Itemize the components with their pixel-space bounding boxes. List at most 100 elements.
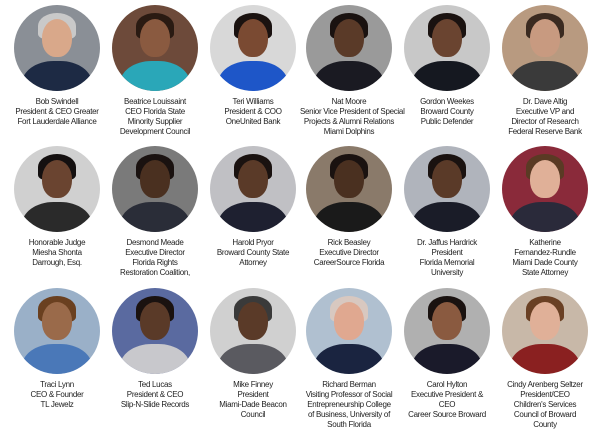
speaker-photo	[112, 5, 198, 91]
speaker-title-line: University	[430, 268, 464, 277]
speaker-name: Carol Hylton	[426, 380, 468, 389]
speaker-title-line: Executive Director	[125, 248, 185, 257]
speaker-name: Beatrice Louissaint	[124, 97, 186, 106]
speaker-title-line: Council	[240, 410, 266, 419]
speaker-card: Cindy Arenberg Seltzer President/CEO Child…	[496, 288, 594, 430]
speaker-name: Mike Finney	[233, 380, 273, 389]
speaker-photo	[14, 288, 100, 374]
speaker-title-line: Florida Memorial	[419, 258, 475, 267]
speaker-card: Nat Moore Senior Vice President of Specia…	[300, 5, 405, 137]
speaker-title-line: President & CEO Greater	[15, 107, 99, 116]
speaker-title-line: CEO & Founder	[30, 390, 84, 399]
speaker-name: Cindy Arenberg Seltzer	[507, 380, 583, 389]
speaker-title-line: Miami-Dade Beacon	[219, 400, 287, 409]
speaker-name: Nat Moore	[331, 97, 367, 106]
speaker-card: Gordon Weekes Broward County Public Defend…	[398, 5, 496, 127]
speaker-name: Traci Lynn	[40, 380, 74, 389]
speaker-title-line: Public Defender	[420, 117, 474, 126]
speaker-name: Desmond Meade	[126, 238, 184, 247]
speaker-title-line: Slip-N-Slide Records	[120, 400, 190, 409]
speaker-title-line: Broward County	[420, 107, 474, 116]
speaker-name: Rick Beasley	[327, 238, 371, 247]
speaker-title-line: Senior Vice President of Special	[300, 107, 405, 116]
speaker-name: Katherine	[529, 238, 561, 247]
speaker-caption: Teri Williams President & COO OneUnited Ba…	[204, 97, 302, 127]
speaker-title-line: CEO Florida State	[125, 107, 185, 116]
speaker-name: Ted Lucas	[138, 380, 172, 389]
speaker-card: Bob Swindell President & CEO Greater Fort …	[8, 5, 106, 127]
speaker-title-line: Development Council	[119, 127, 191, 136]
speaker-title-line: President & COO	[224, 107, 282, 116]
speaker-title-line: Federal Reserve Bank	[508, 127, 582, 136]
speaker-caption: Katherine Fernandez-Rundle Miami Dade Coun…	[496, 238, 594, 278]
speaker-title-line: Entrepreneurship College	[307, 400, 391, 409]
speaker-card: Katherine Fernandez-Rundle Miami Dade Coun…	[496, 146, 594, 278]
speaker-title-line: Miami Dade County	[512, 258, 578, 267]
speaker-caption: Rick Beasley Executive Director CareerSour…	[300, 238, 398, 268]
speaker-name: Dr. Jaffus Hardrick	[417, 238, 477, 247]
speaker-name: Richard Berman	[322, 380, 376, 389]
speaker-photo	[502, 288, 588, 374]
speaker-caption: Nat Moore Senior Vice President of Specia…	[300, 97, 405, 137]
speaker-photo	[306, 5, 392, 91]
speaker-title-line: President	[431, 248, 463, 257]
speaker-title-line: Broward County State	[216, 248, 290, 257]
speaker-title-line: South Florida	[327, 420, 371, 429]
speaker-caption: Traci Lynn CEO & Founder TL Jewelz	[8, 380, 106, 410]
speaker-card: Carol Hylton Executive President & CEO Care…	[398, 288, 496, 420]
speaker-title-line: Fernandez-Rundle	[514, 248, 576, 257]
speaker-title-line: Attorney	[239, 258, 267, 267]
speaker-title-line: of Business, University of	[307, 410, 390, 419]
speaker-photo	[210, 288, 296, 374]
speaker-title-line: Minority Supplier	[127, 117, 183, 126]
speaker-caption: Honorable Judge Miesha Shonta Darrough, Es…	[8, 238, 106, 268]
speaker-card: Richard Berman Visiting Professor of Soci…	[300, 288, 398, 430]
speaker-card: Mike Finney President Miami-Dade Beacon Cou…	[204, 288, 302, 420]
speaker-name: Gordon Weekes	[420, 97, 474, 106]
speaker-title-line: Council of Broward	[513, 410, 577, 419]
speaker-card: Dr. Dave Altig Executive VP and Director o…	[496, 5, 594, 137]
speaker-caption: Richard Berman Visiting Professor of Soci…	[300, 380, 398, 430]
speaker-title-line: Miesha Shonta	[32, 248, 82, 257]
speaker-card: Harold Pryor Broward County State Attorney	[204, 146, 302, 268]
speaker-photo	[210, 146, 296, 232]
speaker-photo	[14, 5, 100, 91]
speaker-card: Ted Lucas President & CEO Slip-N-Slide Rec…	[106, 288, 204, 410]
speaker-title-line: Visiting Professor of Social	[305, 390, 393, 399]
speaker-caption: Cindy Arenberg Seltzer President/CEO Child…	[496, 380, 594, 430]
speaker-photo	[306, 288, 392, 374]
speaker-name: Harold Pryor	[232, 238, 274, 247]
speaker-card: Teri Williams President & COO OneUnited Ba…	[204, 5, 302, 127]
speaker-title-line: Fort Lauderdale Alliance	[17, 117, 97, 126]
speaker-name: Dr. Dave Altig	[522, 97, 568, 106]
speaker-photo	[210, 5, 296, 91]
speaker-caption: Gordon Weekes Broward County Public Defend…	[398, 97, 496, 127]
speaker-title-line: President	[237, 390, 269, 399]
speaker-title-line: Executive President &	[411, 390, 483, 399]
speaker-title-line: Children's Services	[513, 400, 577, 409]
speaker-name: Honorable Judge	[28, 238, 86, 247]
speaker-card: Desmond Meade Executive Director Florida R…	[106, 146, 204, 278]
speaker-title-line: Darrough, Esq.	[32, 258, 82, 267]
speaker-name: Bob Swindell	[35, 97, 79, 106]
speaker-photo	[502, 146, 588, 232]
speaker-photo	[502, 5, 588, 91]
speaker-title-line: TL Jewelz	[40, 400, 74, 409]
speaker-photo	[14, 146, 100, 232]
speaker-caption: Desmond Meade Executive Director Florida R…	[106, 238, 204, 278]
speaker-title-line: Director of Research	[511, 117, 579, 126]
speaker-title-line: County	[533, 420, 557, 429]
speaker-title-line: Executive Director	[319, 248, 379, 257]
speaker-card: Dr. Jaffus Hardrick President Florida Memo…	[398, 146, 496, 278]
speaker-caption: Dr. Dave Altig Executive VP and Director o…	[496, 97, 594, 137]
speaker-name: Teri Williams	[232, 97, 274, 106]
speaker-caption: Mike Finney President Miami-Dade Beacon Cou…	[204, 380, 302, 420]
speaker-title-line: Miami Dolphins	[323, 127, 375, 136]
speaker-card: Rick Beasley Executive Director CareerSour…	[300, 146, 398, 268]
speaker-photo	[306, 146, 392, 232]
speaker-photo	[404, 288, 490, 374]
speaker-caption: Ted Lucas President & CEO Slip-N-Slide Rec…	[106, 380, 204, 410]
speaker-title-line: Restoration Coalition,	[120, 268, 190, 277]
speaker-title-line: Career Source Broward	[408, 410, 486, 419]
speaker-photo	[112, 288, 198, 374]
